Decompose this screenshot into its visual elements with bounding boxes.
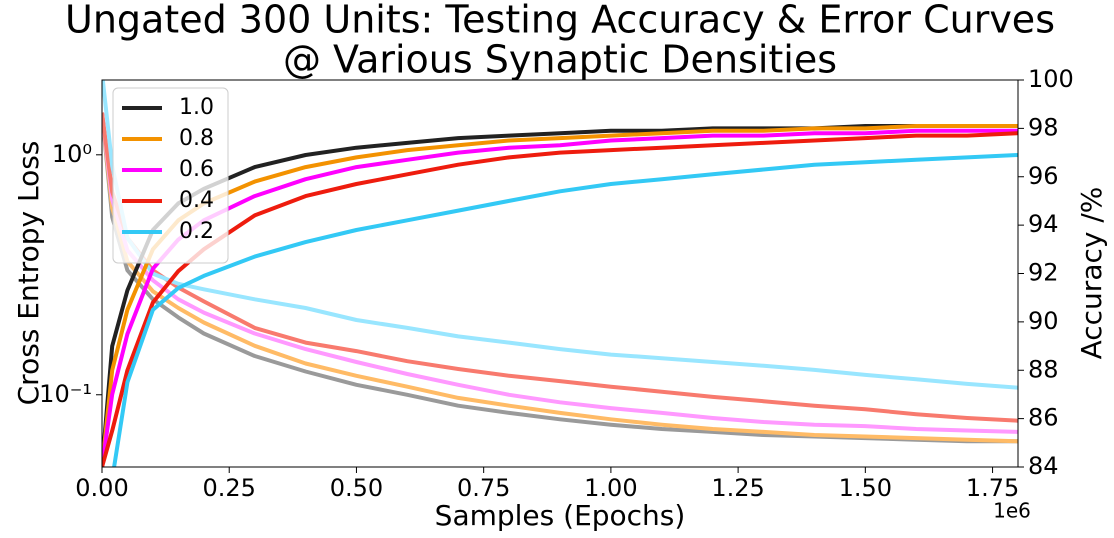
chart-subtitle: @ Various Synaptic Densities	[283, 38, 837, 82]
chart-title: Ungated 300 Units: Testing Accuracy & Er…	[65, 0, 1055, 42]
y2-tick-label: 94	[1028, 210, 1059, 238]
x-tick-label: 1.25	[711, 474, 764, 502]
x-tick-label: 1.75	[966, 474, 1019, 502]
y2-tick-label: 96	[1028, 162, 1059, 190]
plot-area	[102, 80, 1018, 467]
y2-tick-label: 90	[1028, 307, 1059, 335]
accuracy-line	[102, 131, 1018, 467]
accuracy-line	[102, 128, 1018, 467]
legend-label: 0.8	[179, 126, 214, 151]
y2-tick-label: 84	[1028, 452, 1059, 480]
legend-label: 1.0	[179, 95, 214, 120]
y2-tick-label: 98	[1028, 113, 1059, 141]
x-tick-label: 0.50	[330, 474, 383, 502]
legend-box	[112, 87, 229, 264]
legend-label: 0.2	[179, 219, 214, 244]
y-tick-label: 10⁻¹	[39, 380, 92, 408]
y-tick-label: 10⁰	[52, 140, 92, 168]
y2-tick-label: 100	[1028, 65, 1074, 93]
accuracy-line	[112, 153, 1018, 467]
y2-tick-label: 92	[1028, 259, 1059, 287]
x-tick-label: 0.25	[203, 474, 256, 502]
x-axis-label: Samples (Epochs)	[435, 499, 686, 532]
y2-tick-label: 86	[1028, 404, 1059, 432]
y2-tick-label: 88	[1028, 355, 1059, 383]
x-tick-label: 1.00	[584, 474, 637, 502]
x-tick-label: 1.50	[839, 474, 892, 502]
legend-label: 0.6	[179, 157, 214, 182]
x-offset-label: 1e6	[993, 499, 1031, 523]
y-axis-label: Cross Entropy Loss	[12, 141, 45, 406]
x-tick-label: 0.00	[75, 474, 128, 502]
y2-axis-label: Accuracy /%	[1075, 187, 1108, 360]
x-tick-label: 0.75	[457, 474, 510, 502]
legend-label: 0.4	[179, 188, 214, 213]
loss-line	[102, 80, 1018, 390]
